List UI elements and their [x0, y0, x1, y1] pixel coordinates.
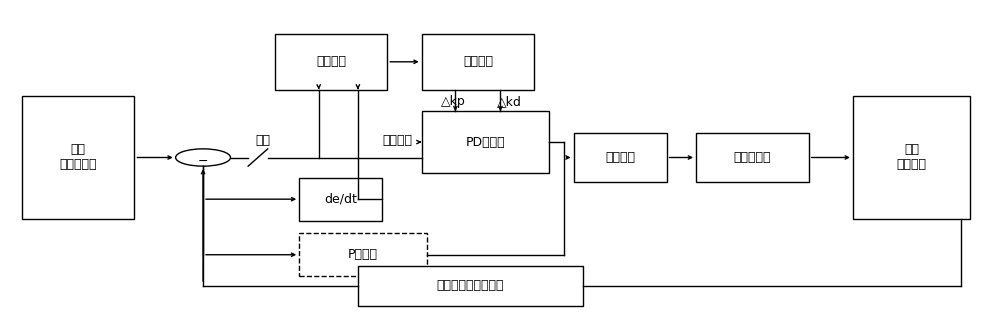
Text: PD控制器: PD控制器 [465, 135, 505, 149]
Text: 参数修正: 参数修正 [463, 55, 493, 68]
Text: △kd: △kd [497, 95, 522, 108]
Bar [574, 133, 667, 182]
Text: 模糊推理: 模糊推理 [316, 55, 346, 68]
Bar [22, 96, 134, 219]
Text: 位置
角度设定值: 位置 角度设定值 [59, 144, 97, 171]
Bar [853, 96, 970, 219]
Bar [696, 133, 809, 182]
Text: △kp: △kp [441, 95, 465, 108]
Text: 机器人两轮: 机器人两轮 [734, 151, 771, 164]
Text: 位置与角度传感变送: 位置与角度传感变送 [437, 279, 504, 292]
Text: P控制器: P控制器 [348, 248, 378, 261]
Text: 直流电机: 直流电机 [605, 151, 635, 164]
Bar [422, 34, 534, 89]
Text: de/dt: de/dt [324, 193, 357, 206]
Bar [422, 111, 549, 173]
Bar [299, 233, 426, 276]
Bar [358, 266, 583, 306]
Text: 偏差: 偏差 [255, 134, 270, 147]
Text: −: − [198, 154, 208, 168]
Text: 位置
角度输出: 位置 角度输出 [897, 144, 927, 171]
Bar [275, 34, 387, 89]
Bar [299, 178, 382, 221]
Text: 偏差导数: 偏差导数 [382, 134, 412, 147]
